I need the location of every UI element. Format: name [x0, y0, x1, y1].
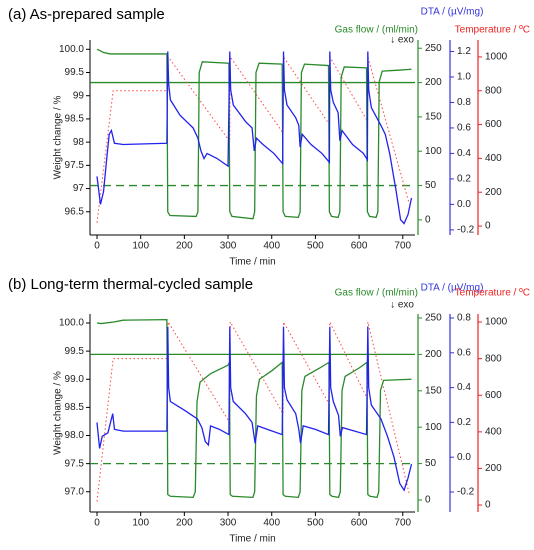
series-line	[96, 320, 410, 502]
y-tick-label: 100.0	[59, 318, 84, 329]
panel: (a) As-prepared sample 96.5 97 97.5 98 98.5 99…	[8, 6, 530, 268]
y3-tick-label: 0.4	[457, 382, 471, 393]
y2-tick-label: 150	[425, 385, 442, 396]
y4-tick-label: 1000	[485, 317, 508, 328]
panel-title: (b) Long-term thermal-cycled sample	[8, 276, 253, 293]
x-tick-label: 0	[94, 241, 100, 252]
y-axis-title: Weight change / %	[53, 96, 64, 180]
x-tick-label: 500	[307, 518, 324, 529]
y2-tick-label: 100	[425, 146, 442, 157]
y-tick-label: 96.5	[65, 206, 85, 217]
annotation: ↓ exo	[390, 300, 414, 311]
y-tick-label: 98.5	[65, 402, 85, 413]
y-tick-label: 98.5	[65, 114, 85, 125]
y-tick-label: 100.0	[59, 44, 84, 55]
y3-tick-label: -0.2	[457, 487, 475, 498]
y4-tick-label: 0	[485, 221, 491, 232]
y2-tick-label: 150	[425, 112, 442, 123]
x-tick-label: 200	[176, 241, 193, 252]
x-tick-label: 700	[394, 518, 411, 529]
y-axis-title: Weight change / %	[53, 371, 64, 455]
y-tick-label: 99.5	[65, 67, 85, 78]
y-tick-label: 98	[73, 137, 85, 148]
y2-tick-label: 0	[425, 495, 431, 506]
y4-tick-label: 600	[485, 119, 502, 130]
y-tick-label: 97.5	[65, 458, 85, 469]
x-tick-label: 100	[132, 241, 149, 252]
series-line	[96, 326, 413, 492]
y4-tick-label: 800	[485, 85, 502, 96]
y3-tick-label: 0.0	[457, 452, 471, 463]
x-axis-title: Time / min	[229, 257, 275, 268]
y2-axis-title: Gas flow / (ml/min)	[335, 25, 418, 36]
y-tick-label: 97	[73, 183, 85, 194]
y-tick-label: 97.0	[65, 486, 85, 497]
x-tick-label: 600	[351, 518, 368, 529]
y2-axis-title: Gas flow / (ml/min)	[335, 288, 418, 299]
y3-tick-label: 0.6	[457, 347, 471, 358]
y2-tick-label: 200	[425, 77, 442, 88]
panel: (b) Long-term thermal-cycled sample 97.0 9…	[8, 276, 530, 545]
y-tick-label: 98.0	[65, 430, 85, 441]
y-tick-label: 99	[73, 90, 85, 101]
y2-tick-label: 50	[425, 458, 437, 469]
y4-tick-label: 600	[485, 390, 502, 401]
y3-tick-label: 0.2	[457, 417, 471, 428]
y-tick-label: 99.0	[65, 374, 85, 385]
panel-title: (a) As-prepared sample	[8, 6, 165, 23]
x-tick-label: 200	[176, 518, 193, 529]
y3-tick-label: 0.0	[457, 199, 471, 210]
y4-tick-label: 200	[485, 187, 502, 198]
y-tick-label: 99.5	[65, 346, 85, 357]
y3-tick-label: 0.6	[457, 123, 471, 134]
y3-tick-label: 1.0	[457, 72, 471, 83]
x-tick-label: 600	[351, 241, 368, 252]
y2-tick-label: 250	[425, 43, 442, 54]
y3-axis-title: DTA / (µV/mg)	[421, 7, 484, 18]
y-tick-label: 97.5	[65, 160, 85, 171]
x-tick-label: 400	[263, 518, 280, 529]
y3-tick-label: 0.8	[457, 97, 471, 108]
x-tick-label: 0	[94, 518, 100, 529]
y2-tick-label: 0	[425, 215, 431, 226]
y4-tick-label: 200	[485, 463, 502, 474]
y3-tick-label: -0.2	[457, 225, 475, 236]
x-tick-label: 700	[394, 241, 411, 252]
y3-tick-label: 0.4	[457, 148, 471, 159]
series-line	[96, 48, 412, 220]
y4-tick-label: 400	[485, 153, 502, 164]
series-line	[96, 318, 412, 499]
series-line	[96, 51, 413, 225]
y4-axis-title: Temperature / ºC	[455, 25, 530, 36]
x-tick-label: 500	[307, 241, 324, 252]
y3-tick-label: 0.8	[457, 313, 471, 324]
y2-tick-label: 250	[425, 313, 442, 324]
y3-tick-label: 1.2	[457, 46, 471, 57]
y2-tick-label: 100	[425, 422, 442, 433]
x-axis-title: Time / min	[229, 534, 275, 545]
annotation: ↓ exo	[390, 35, 414, 46]
y2-tick-label: 50	[425, 180, 437, 191]
x-tick-label: 100	[132, 518, 149, 529]
y3-tick-label: 0.2	[457, 174, 471, 185]
y4-tick-label: 400	[485, 426, 502, 437]
y4-tick-label: 0	[485, 500, 491, 511]
y4-axis-title: Temperature / ºC	[455, 288, 530, 299]
y3-axis-title: DTA / (µV/mg)	[421, 283, 484, 294]
y2-tick-label: 200	[425, 349, 442, 360]
y4-tick-label: 1000	[485, 52, 508, 63]
x-tick-label: 300	[220, 518, 237, 529]
x-tick-label: 400	[263, 241, 280, 252]
y4-tick-label: 800	[485, 353, 502, 364]
x-tick-label: 300	[220, 241, 237, 252]
